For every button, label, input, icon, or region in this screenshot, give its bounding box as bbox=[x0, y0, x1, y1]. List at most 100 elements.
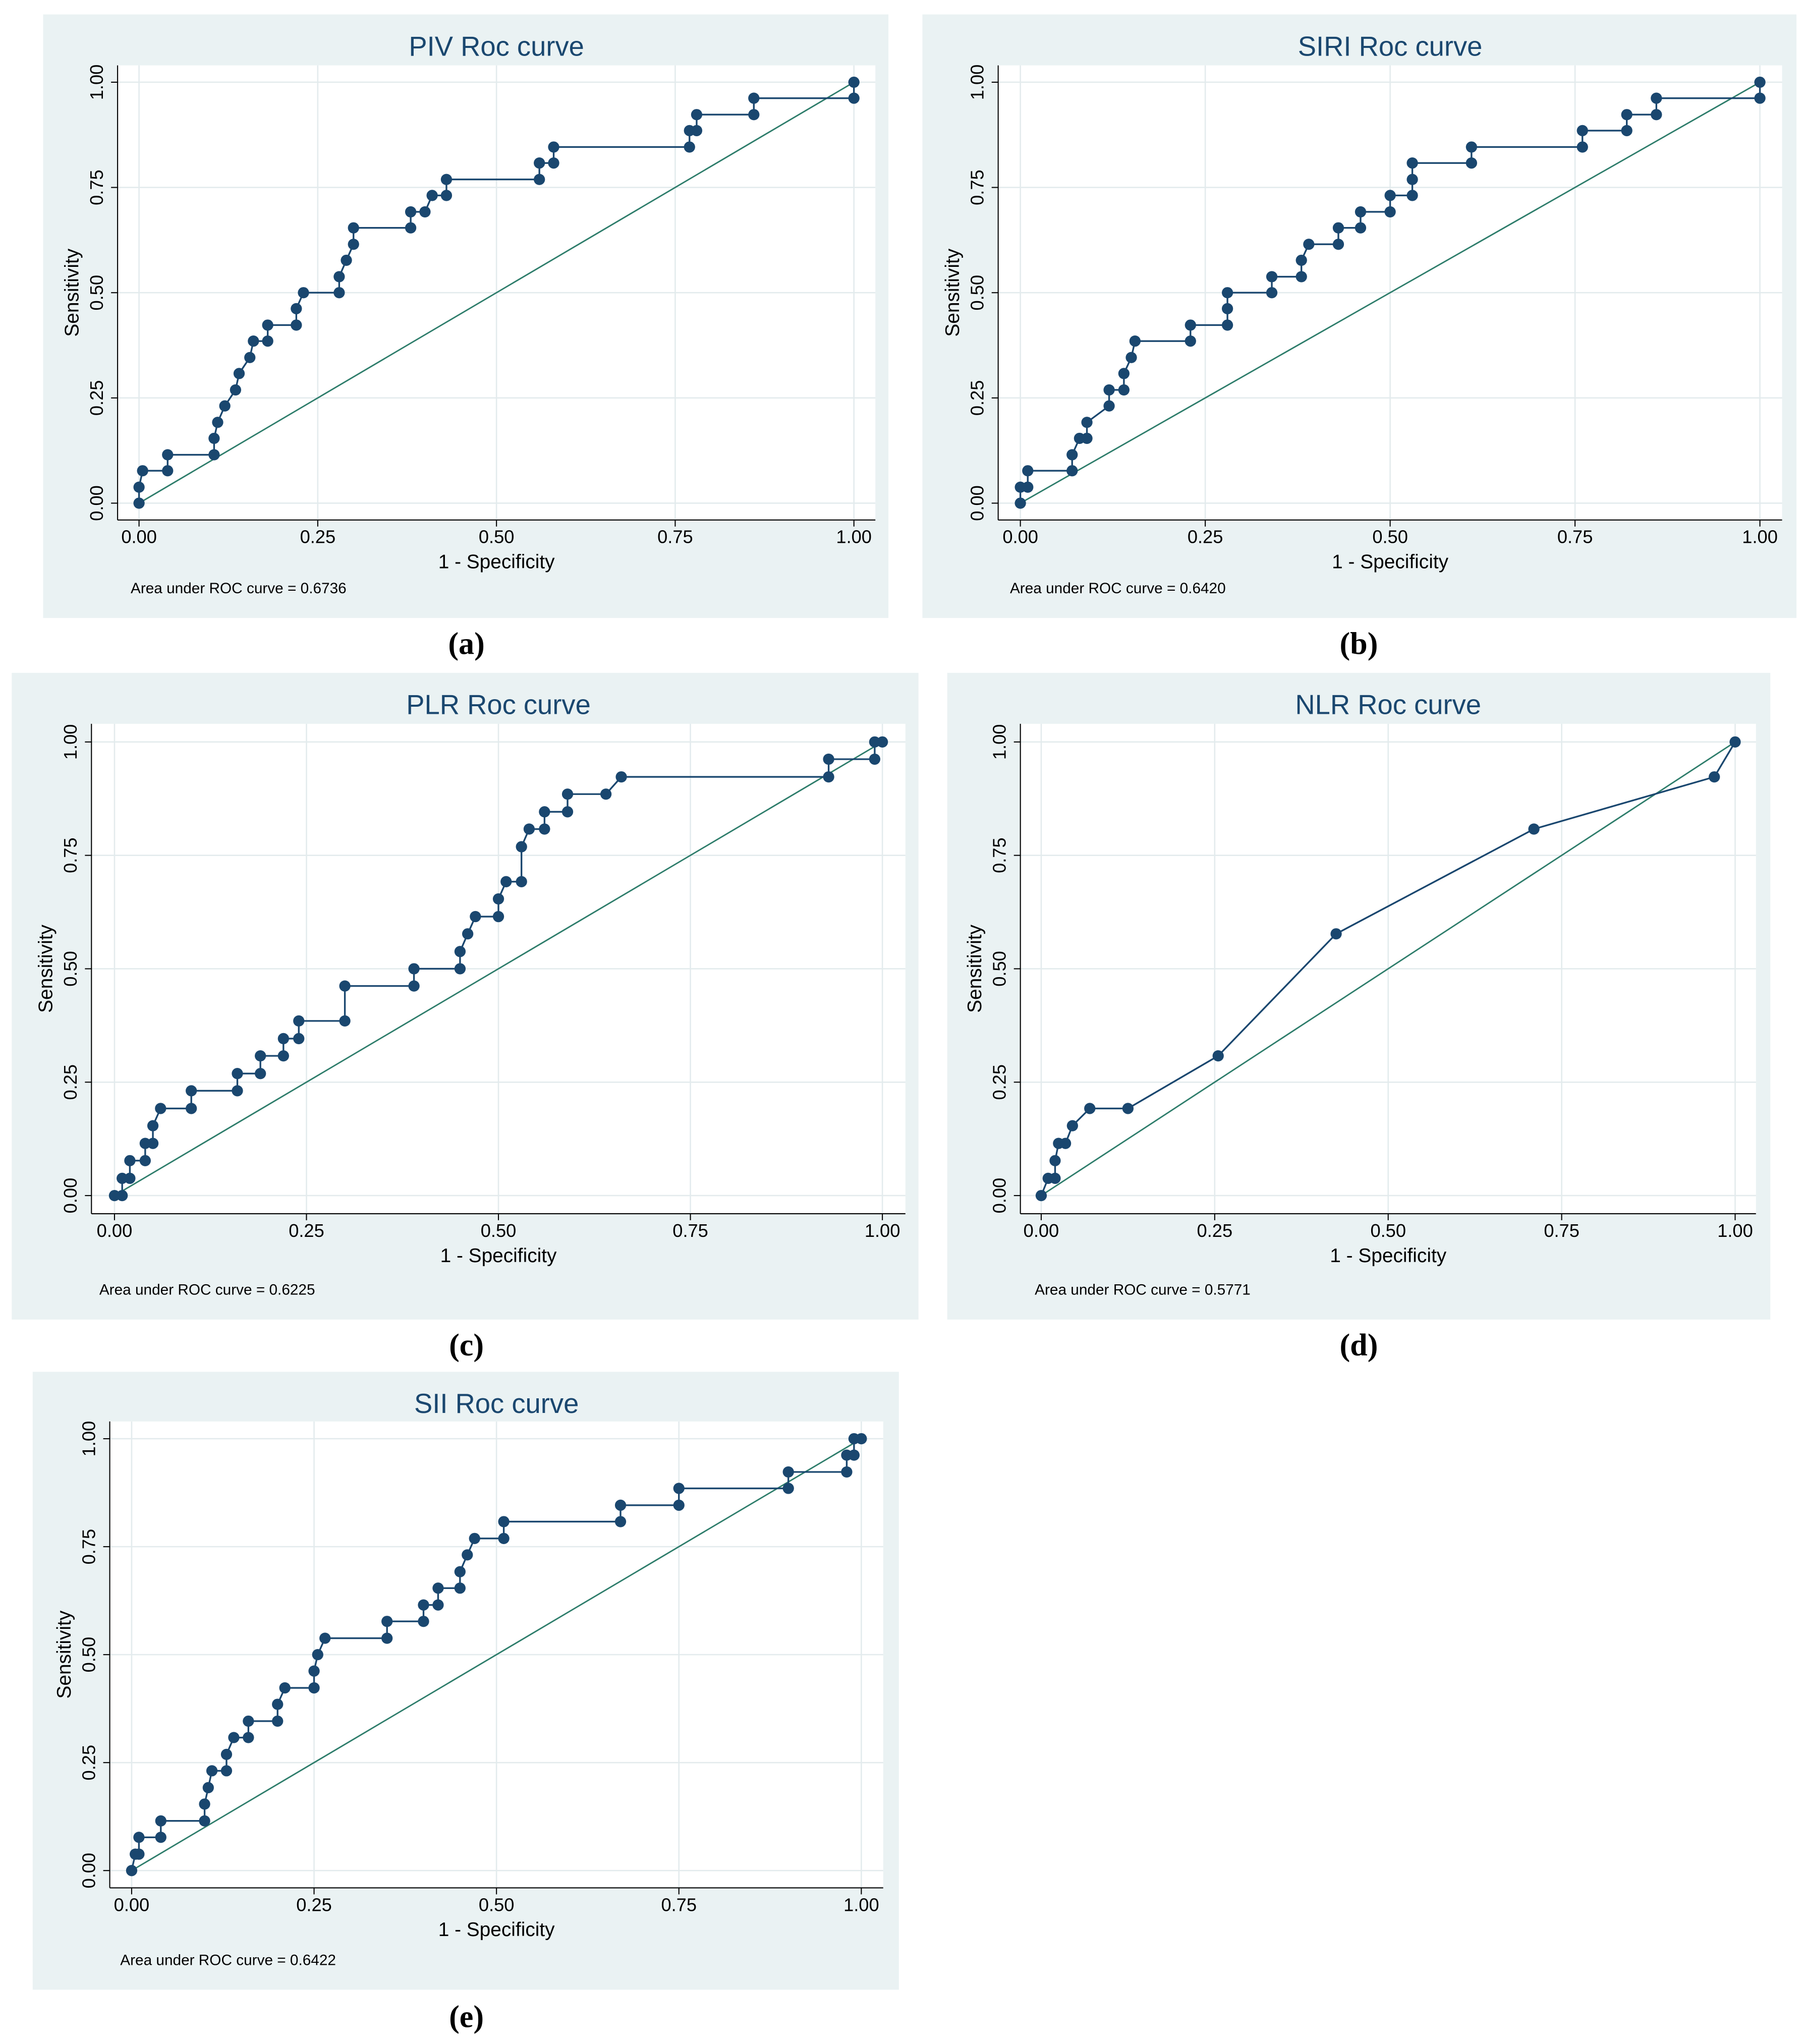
roc-point bbox=[440, 190, 453, 201]
y-tick-label: 1.00 bbox=[967, 65, 987, 100]
roc-point bbox=[279, 1682, 291, 1694]
roc-point bbox=[782, 1466, 794, 1478]
x-tick-label: 0.00 bbox=[114, 1894, 150, 1915]
roc-point bbox=[277, 1050, 289, 1062]
roc-point bbox=[1066, 1120, 1078, 1131]
roc-point bbox=[782, 1483, 794, 1494]
roc-point bbox=[147, 1120, 159, 1131]
chart-title: SII Roc curve bbox=[414, 1388, 579, 1419]
reference-line bbox=[114, 741, 883, 1197]
roc-point bbox=[139, 1155, 151, 1166]
roc-point bbox=[615, 771, 627, 783]
y-axis-label: Sensitivity bbox=[964, 924, 986, 1012]
roc-point bbox=[1022, 465, 1034, 477]
roc-point bbox=[202, 1782, 214, 1793]
roc-point bbox=[155, 1103, 166, 1114]
roc-point bbox=[548, 141, 559, 153]
roc-point bbox=[1266, 271, 1278, 282]
roc-point bbox=[298, 287, 309, 299]
roc-point bbox=[155, 1832, 166, 1843]
roc-point bbox=[1355, 206, 1367, 218]
roc-point bbox=[1406, 174, 1418, 185]
roc-point bbox=[272, 1698, 284, 1710]
x-tick-label: 0.25 bbox=[1188, 527, 1223, 547]
roc-point bbox=[1103, 384, 1115, 396]
roc-point bbox=[155, 1815, 166, 1827]
roc-point bbox=[232, 1068, 243, 1080]
roc-point bbox=[1332, 239, 1344, 250]
roc-point bbox=[748, 92, 760, 104]
roc-point bbox=[856, 1433, 867, 1445]
roc-point bbox=[561, 806, 574, 818]
roc-point bbox=[1754, 92, 1766, 104]
x-tick-label: 0.50 bbox=[479, 1894, 515, 1915]
roc-point bbox=[243, 1732, 254, 1743]
annotation: Area under ROC curve = 0.5771 bbox=[1035, 1282, 1251, 1298]
x-tick-label: 0.75 bbox=[1557, 527, 1593, 547]
roc-point bbox=[291, 319, 302, 331]
panel-label: (c) bbox=[449, 1328, 484, 1362]
roc-point bbox=[381, 1632, 393, 1644]
roc-point bbox=[255, 1068, 266, 1080]
panel-label: (b) bbox=[1339, 627, 1378, 661]
roc-point bbox=[212, 417, 223, 428]
roc-point bbox=[220, 1748, 233, 1761]
roc-point bbox=[492, 911, 504, 923]
roc-point bbox=[308, 1682, 320, 1694]
roc-point bbox=[498, 1516, 510, 1527]
roc-point bbox=[440, 174, 453, 185]
roc-point bbox=[418, 1616, 429, 1627]
x-tick-label: 0.00 bbox=[1002, 527, 1038, 547]
roc-point bbox=[1022, 481, 1034, 493]
roc-point bbox=[498, 1532, 510, 1544]
roc-point bbox=[208, 449, 220, 461]
roc-point bbox=[186, 1085, 197, 1097]
x-axis-label: 1 - Specificity bbox=[440, 1245, 557, 1267]
roc-point bbox=[1754, 76, 1766, 88]
roc-point bbox=[1122, 1103, 1134, 1114]
y-tick-label: 0.25 bbox=[60, 1064, 81, 1100]
roc-point bbox=[341, 254, 352, 266]
x-tick-label: 0.00 bbox=[97, 1220, 133, 1241]
roc-point bbox=[1406, 190, 1418, 201]
roc-point bbox=[748, 109, 760, 121]
roc-point bbox=[1125, 352, 1137, 363]
x-axis-label: 1 - Specificity bbox=[438, 551, 555, 573]
roc-point bbox=[162, 465, 174, 477]
roc-point bbox=[208, 432, 220, 444]
roc-point bbox=[117, 1189, 128, 1202]
roc-point bbox=[381, 1616, 393, 1627]
x-tick-label: 0.50 bbox=[1370, 1220, 1406, 1241]
y-tick-label: 1.00 bbox=[60, 724, 81, 760]
roc-point bbox=[841, 1466, 853, 1478]
reference-line bbox=[131, 1438, 862, 1871]
roc-point bbox=[348, 239, 359, 250]
x-tick-label: 0.00 bbox=[1024, 1220, 1059, 1241]
roc-point bbox=[1295, 254, 1307, 266]
panel-label: (e) bbox=[449, 2000, 484, 2034]
roc-point bbox=[673, 1499, 685, 1511]
roc-point bbox=[262, 335, 273, 347]
x-tick-label: 0.25 bbox=[300, 527, 336, 547]
roc-point bbox=[220, 1765, 233, 1777]
roc-point bbox=[308, 1665, 320, 1677]
roc-point bbox=[228, 1732, 240, 1743]
roc-point bbox=[492, 893, 504, 905]
y-tick-label: 0.25 bbox=[78, 1745, 99, 1781]
y-axis-label: Sensitivity bbox=[53, 1610, 75, 1698]
roc-point bbox=[206, 1765, 218, 1777]
roc-point bbox=[408, 963, 420, 975]
roc-point bbox=[1621, 109, 1632, 121]
roc-point bbox=[1049, 1155, 1061, 1166]
x-tick-label: 0.25 bbox=[1197, 1220, 1233, 1241]
reference-line bbox=[1020, 81, 1761, 504]
roc-point bbox=[137, 465, 148, 477]
x-tick-label: 1.00 bbox=[1717, 1220, 1753, 1241]
roc-point bbox=[848, 92, 860, 104]
y-tick-label: 0.25 bbox=[967, 380, 987, 416]
roc-point bbox=[432, 1582, 444, 1594]
roc-point bbox=[1066, 449, 1078, 461]
panel: 0.00 0.25 0.50 0.75 1.00 0.00 0.25 0.50 0.75 1.00… bbox=[32, 1372, 899, 1990]
y-tick-label: 0.75 bbox=[989, 837, 1009, 873]
roc-point bbox=[432, 1599, 444, 1611]
